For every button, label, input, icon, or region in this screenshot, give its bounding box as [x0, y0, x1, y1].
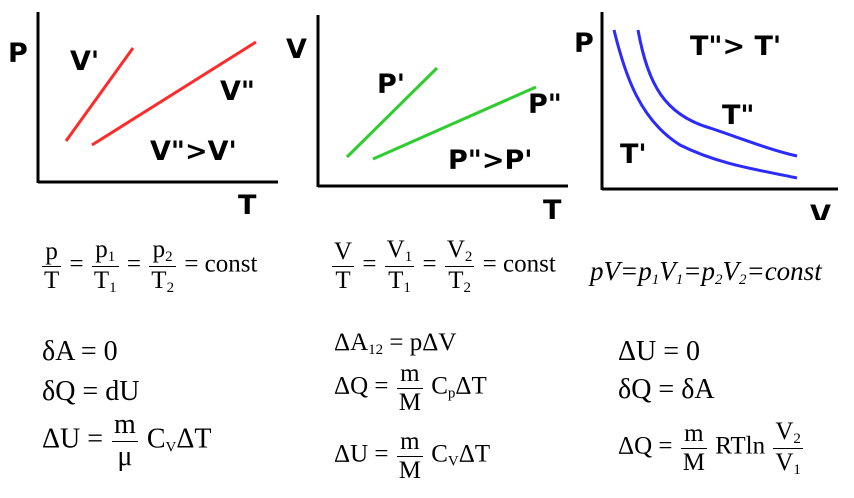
isochoric-label-v2: V" [220, 76, 255, 107]
isothermal-heat: δQ = δA [618, 374, 715, 405]
isobaric-plot: V T P' P" P">P' [286, 15, 568, 220]
isobaric-line-p1 [345, 66, 439, 159]
isothermal-label-t1: T' [620, 139, 647, 170]
isobaric-y-label: V [286, 34, 307, 65]
isobaric-x-label: T [543, 195, 562, 220]
isothermal-y-label: P [574, 28, 594, 59]
isochoric-work: δA = 0 [42, 336, 118, 367]
isochoric-line-v1 [64, 47, 135, 142]
isochoric-plot: P T V' V" V">V' [8, 12, 278, 220]
isochoric-label-v1: V' [70, 46, 99, 77]
isothermal-x-label: V [810, 200, 831, 220]
isothermal-relation: T"> T' [690, 31, 781, 62]
isochoric-heat: δQ = dU [42, 376, 140, 407]
isothermal-label-t2: T" [722, 100, 754, 131]
isochoric-relation: V">V' [150, 136, 237, 167]
isobaric-work: ΔA12 = pΔV [334, 329, 457, 358]
isobaric-label-p2: P" [528, 89, 562, 120]
isobaric-line-p2 [372, 85, 537, 161]
isobaric-label-p1: P' [377, 69, 405, 100]
isochoric-x-label: T [238, 190, 257, 220]
isothermal-curve-t1 [612, 29, 798, 180]
isothermal-curve-t2 [636, 29, 798, 158]
isobaric-relation: P">P' [448, 145, 533, 176]
graphs: P T V' V" V">V' V T P' P" P">P' P V T' T… [8, 12, 838, 220]
isothermal-plot: P V T' T" T"> T' [574, 12, 838, 220]
isothermal-law: pV=p1V1=p2V2=const [590, 256, 822, 288]
isothermal-energy: ΔU = 0 [618, 336, 701, 367]
isochoric-y-label: P [8, 38, 28, 69]
isochoric-line-v2 [91, 40, 257, 147]
